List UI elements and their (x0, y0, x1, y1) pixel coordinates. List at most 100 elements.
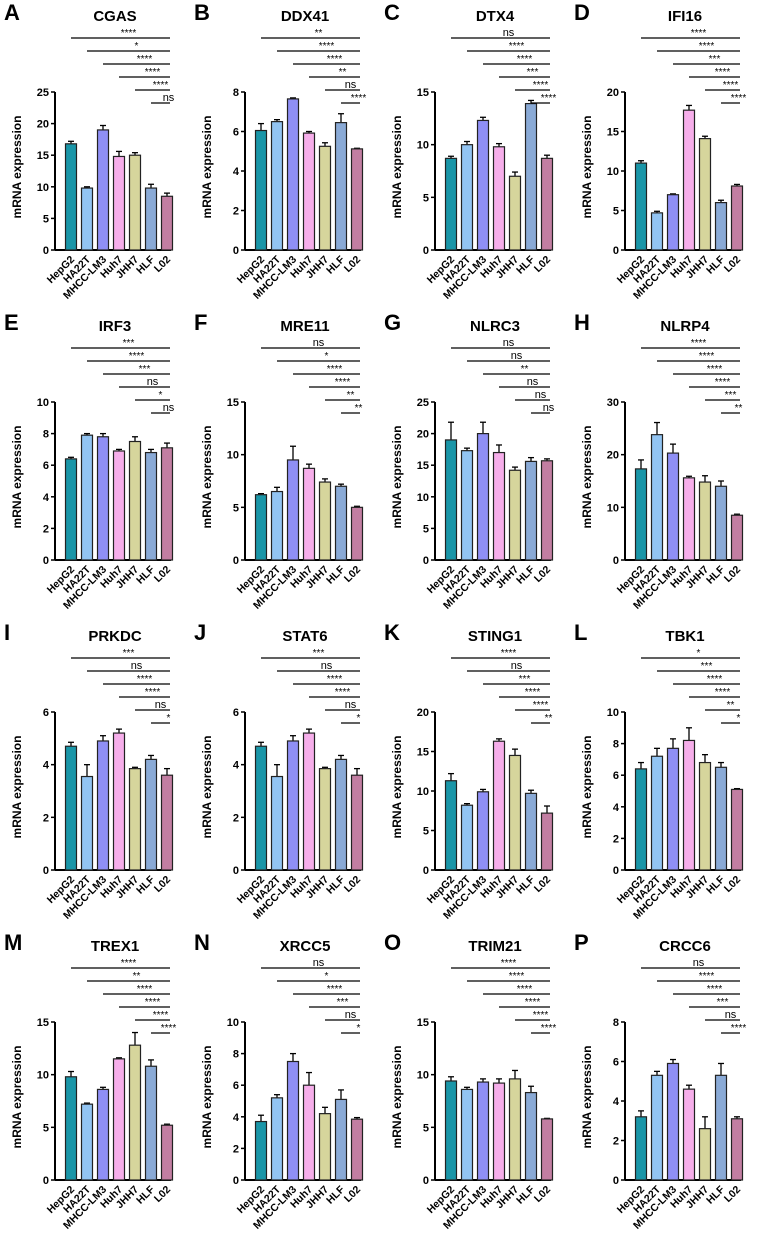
y-tick-label: 0 (423, 555, 429, 567)
panel-letter: P (574, 930, 589, 955)
bar-jhh7 (318, 768, 332, 871)
chart-title: NLRP4 (660, 318, 710, 335)
x-tick-label: L02 (532, 254, 553, 275)
y-tick-label: 2 (233, 206, 239, 218)
bar-hepg2 (64, 458, 78, 561)
bar-huh7 (682, 1088, 696, 1181)
chart-title: TRIM21 (468, 938, 522, 955)
panel-letter: D (574, 0, 590, 25)
bar-hepg2 (254, 1120, 268, 1181)
significance-label: **** (145, 67, 161, 78)
significance-label: **** (541, 93, 557, 104)
bar-huh7 (112, 732, 126, 871)
y-tick-label: 15 (37, 1017, 49, 1029)
bar-hepg2 (254, 745, 268, 871)
bar-jhh7 (698, 481, 712, 561)
bar-huh7 (492, 1082, 506, 1181)
significance-label: *** (337, 997, 349, 1008)
y-tick-label: 15 (417, 747, 429, 759)
bar-jhh7 (508, 1078, 522, 1181)
significance-label: **** (533, 80, 549, 91)
significance-label: ns (527, 376, 539, 388)
significance-label: ** (355, 403, 363, 414)
y-tick-label: 25 (417, 397, 429, 409)
y-tick-label: 0 (233, 555, 239, 567)
y-tick-label: 2 (233, 812, 239, 824)
significance-label: ns (163, 92, 175, 104)
y-tick-label: 4 (43, 760, 50, 772)
significance-label: **** (715, 687, 731, 698)
bar-mhcc-lm3 (666, 194, 680, 251)
significance-label: **** (533, 700, 549, 711)
y-tick-label: 4 (43, 492, 50, 504)
bar-l02 (730, 1118, 744, 1181)
bar-hlf (144, 187, 158, 251)
bar-jhh7 (128, 154, 142, 251)
y-tick-label: 2 (43, 523, 49, 535)
y-tick-label: 5 (233, 502, 239, 514)
bar-huh7 (112, 155, 126, 251)
significance-label: **** (691, 28, 707, 39)
bar-huh7 (302, 132, 316, 251)
y-tick-label: 2 (43, 812, 49, 824)
significance-label: ns (345, 1009, 357, 1021)
significance-label: * (167, 713, 171, 724)
significance-label: **** (707, 364, 723, 375)
y-tick-label: 2 (233, 1143, 239, 1155)
bar-chart: 0246HepG2HA22TMHCC-LM3Huh7JHH7HLFL02***n… (43, 648, 173, 922)
panel-letter: K (384, 620, 400, 645)
bar-huh7 (682, 477, 696, 561)
y-tick-label: 5 (423, 826, 429, 838)
bar-ha22t (650, 755, 664, 871)
significance-label: ns (543, 402, 555, 414)
panel-letter: G (384, 310, 402, 335)
bar-mhcc-lm3 (286, 459, 300, 561)
panel-letter: E (4, 310, 19, 335)
significance-label: **** (707, 674, 723, 685)
significance-label: **** (335, 377, 351, 388)
y-tick-label: 0 (613, 245, 619, 257)
significance-label: **** (541, 1023, 557, 1034)
significance-label: **** (715, 67, 731, 78)
y-tick-label: 10 (37, 182, 49, 194)
chart-title: CRCC6 (659, 938, 711, 955)
y-tick-label: 0 (43, 865, 49, 877)
y-tick-label: 25 (37, 87, 49, 99)
bar-ha22t (460, 450, 474, 561)
significance-label: **** (691, 338, 707, 349)
bar-hlf (144, 451, 158, 561)
significance-label: ** (521, 364, 529, 375)
y-tick-label: 0 (613, 865, 619, 877)
y-tick-label: 0 (423, 1175, 429, 1187)
y-tick-label: 10 (417, 1070, 429, 1082)
significance-label: ** (727, 700, 735, 711)
significance-label: *** (709, 54, 721, 65)
panel-tbk1: L TBK1 mRNA expression 0 2 4 6 8 10 HepG2 HA22T M… (570, 620, 760, 930)
bar-ha22t (270, 1097, 284, 1181)
bar-hepg2 (444, 780, 458, 871)
bar-mhcc-lm3 (96, 436, 110, 561)
significance-label: **** (327, 984, 343, 995)
y-tick-label: 0 (423, 245, 429, 257)
y-tick-label: 10 (37, 1070, 49, 1082)
chart-title: MRE11 (280, 318, 330, 335)
significance-label: ** (735, 403, 743, 414)
y-tick-label: 15 (417, 460, 429, 472)
chart-title: TBK1 (665, 628, 705, 645)
bar-mhcc-lm3 (286, 98, 300, 251)
panel-letter: N (194, 930, 210, 955)
panel-cgas: A CGAS mRNA expression 0 5 10 15 20 25 HepG2 HA2… (0, 0, 190, 310)
x-tick-label: L02 (342, 1184, 363, 1205)
bar-l02 (160, 447, 174, 561)
y-tick-label: 0 (233, 865, 239, 877)
bar-chart: 05101520HepG2HA22TMHCC-LM3Huh7JHH7HLFL02… (417, 648, 553, 922)
panel-letter: A (4, 0, 20, 25)
bar-l02 (160, 195, 174, 251)
bar-jhh7 (698, 761, 712, 871)
significance-label: * (357, 713, 361, 724)
bar-mhcc-lm3 (476, 791, 490, 871)
bar-hepg2 (64, 143, 78, 251)
bar-chart: 0510152025HepG2HA22TMHCC-LM3Huh7JHH7HLFL… (417, 337, 555, 612)
bar-mhcc-lm3 (286, 1060, 300, 1181)
bar-hlf (524, 460, 538, 561)
